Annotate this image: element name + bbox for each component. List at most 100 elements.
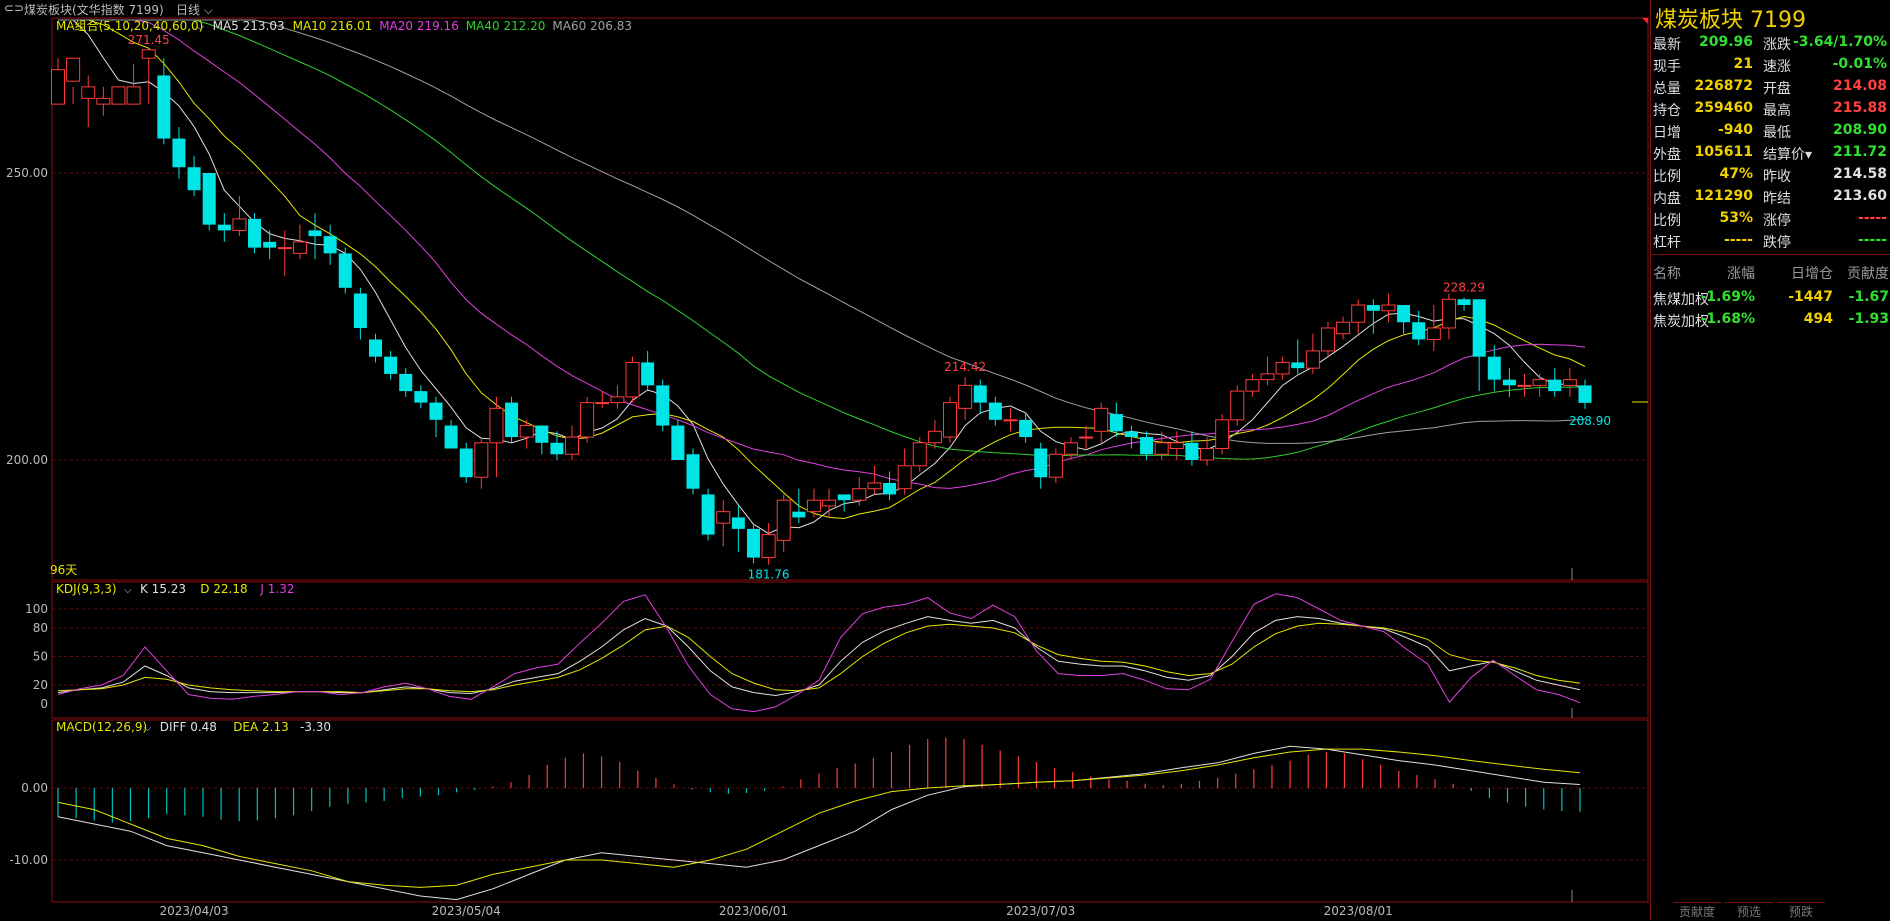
- candle-body-down[interactable]: [656, 385, 670, 426]
- candle-body-up[interactable]: [111, 86, 126, 105]
- candle-body-down[interactable]: [1487, 356, 1501, 380]
- candle-body-down[interactable]: [701, 494, 715, 535]
- candle-body-up[interactable]: [1562, 379, 1577, 386]
- candle-body-up[interactable]: [1079, 436, 1094, 439]
- candle-body-down[interactable]: [444, 425, 458, 449]
- candle-body-down[interactable]: [384, 356, 398, 374]
- candle-body-up[interactable]: [716, 511, 731, 524]
- candle-body-down[interactable]: [217, 224, 231, 231]
- candle-body-up[interactable]: [126, 86, 141, 105]
- candle-body-down[interactable]: [1034, 448, 1048, 478]
- candle-body-up[interactable]: [96, 97, 111, 105]
- candle-body-down[interactable]: [414, 391, 428, 403]
- candle-body-down[interactable]: [1548, 379, 1562, 392]
- candle-body-up[interactable]: [822, 499, 837, 507]
- candle-body-down[interactable]: [883, 482, 897, 495]
- candle-body-down[interactable]: [338, 253, 352, 288]
- candle-body-up[interactable]: [1517, 384, 1532, 387]
- candle-body-down[interactable]: [1124, 431, 1138, 438]
- candle-body-down[interactable]: [686, 454, 700, 489]
- candle-body-down[interactable]: [202, 173, 216, 225]
- candle-body-up[interactable]: [1154, 442, 1169, 455]
- chart-area[interactable]: 250.00200.00271.45181.76214.42228.29208.…: [0, 0, 1650, 920]
- candle-body-up[interactable]: [610, 396, 625, 404]
- candle-body-down[interactable]: [399, 373, 413, 392]
- candle-body-down[interactable]: [988, 402, 1002, 420]
- table-header[interactable]: 名称: [1653, 266, 1681, 282]
- candle-body-up[interactable]: [232, 218, 247, 231]
- candle-body-up[interactable]: [1532, 379, 1547, 386]
- quote-label[interactable]: 结算价▾: [1763, 147, 1813, 163]
- candle-body-down[interactable]: [1457, 299, 1471, 306]
- candle-body-up[interactable]: [1245, 379, 1260, 392]
- candle-body-up[interactable]: [81, 86, 96, 99]
- candle-body-up[interactable]: [1215, 419, 1230, 450]
- candle-body-down[interactable]: [1412, 322, 1426, 340]
- table-header[interactable]: 日增仓: [1791, 266, 1833, 282]
- candle-body-down[interactable]: [308, 230, 322, 237]
- bottom-tab[interactable]: 预跌: [1777, 902, 1825, 921]
- candle-body-down[interactable]: [746, 528, 760, 558]
- table-header[interactable]: 涨幅: [1727, 266, 1755, 282]
- candle-body-down[interactable]: [429, 402, 443, 420]
- candle-body-down[interactable]: [641, 362, 655, 386]
- candle-body-up[interactable]: [943, 402, 958, 438]
- period-selector[interactable]: 日线 ⌵: [176, 1, 213, 18]
- candle-body-down[interactable]: [1502, 379, 1516, 386]
- candle-body-up[interactable]: [489, 407, 504, 444]
- candle-body-down[interactable]: [1578, 385, 1592, 403]
- bottom-tab[interactable]: 贡献度: [1673, 902, 1721, 921]
- candle-body-up[interactable]: [580, 402, 595, 438]
- candle-body-up[interactable]: [277, 247, 292, 250]
- candle-body-down[interactable]: [368, 339, 382, 357]
- candle-body-down[interactable]: [837, 494, 851, 501]
- table-cell[interactable]: 焦煤加权: [1653, 292, 1709, 308]
- candle-body-up[interactable]: [1200, 448, 1215, 461]
- candle-body-up[interactable]: [1048, 453, 1063, 478]
- candle-body-down[interactable]: [263, 241, 277, 248]
- candle-body-down[interactable]: [172, 138, 186, 168]
- candle-body-down[interactable]: [353, 293, 367, 328]
- candle-body-up[interactable]: [1094, 407, 1109, 432]
- candle-body-down[interactable]: [731, 517, 745, 529]
- candle-body-down[interactable]: [157, 75, 171, 139]
- candle-body-up[interactable]: [761, 534, 776, 559]
- candle-body-up[interactable]: [1320, 327, 1335, 352]
- candle-body-up[interactable]: [1275, 361, 1290, 375]
- candle-body-down[interactable]: [1109, 414, 1123, 432]
- candle-body-up[interactable]: [1169, 442, 1184, 450]
- candle-body-up[interactable]: [565, 436, 580, 455]
- candle-body-down[interactable]: [1291, 362, 1305, 369]
- candle-body-down[interactable]: [323, 236, 337, 254]
- candle-body-up[interactable]: [474, 442, 489, 478]
- candle-body-down[interactable]: [535, 425, 549, 443]
- chevron-down-icon[interactable]: ⌵: [124, 585, 132, 596]
- candle-body-down[interactable]: [1366, 305, 1380, 311]
- candle-body-up[interactable]: [912, 442, 927, 467]
- chevron-down-icon[interactable]: ⌵: [197, 22, 205, 33]
- candle-body-up[interactable]: [1426, 327, 1441, 340]
- candle-body-up[interactable]: [897, 465, 912, 490]
- candle-body-up[interactable]: [1003, 419, 1018, 422]
- candle-body-down[interactable]: [792, 511, 806, 518]
- candle-body-down[interactable]: [459, 448, 473, 478]
- candle-body-down[interactable]: [973, 385, 987, 403]
- candle-body-up[interactable]: [51, 69, 65, 105]
- candle-body-up[interactable]: [1336, 321, 1351, 335]
- chevron-down-icon[interactable]: ⌵: [144, 723, 152, 734]
- candle-body-up[interactable]: [1305, 350, 1320, 369]
- candle-body-up[interactable]: [776, 499, 791, 541]
- candle-body-down[interactable]: [671, 425, 685, 460]
- candle-body-up[interactable]: [141, 49, 156, 59]
- candle-body-down[interactable]: [1019, 419, 1033, 438]
- candle-body-down[interactable]: [1397, 305, 1411, 323]
- candle-body-up[interactable]: [958, 384, 973, 409]
- candle-body-down[interactable]: [550, 442, 564, 455]
- candle-body-up[interactable]: [852, 488, 867, 501]
- candle-body-down[interactable]: [248, 218, 262, 248]
- candle-body-down[interactable]: [1185, 442, 1199, 460]
- candle-body-up[interactable]: [1230, 390, 1245, 421]
- candle-body-up[interactable]: [519, 425, 534, 438]
- candle-body-down[interactable]: [187, 167, 201, 191]
- window-menu-icon[interactable]: ⊂⊃: [4, 1, 25, 15]
